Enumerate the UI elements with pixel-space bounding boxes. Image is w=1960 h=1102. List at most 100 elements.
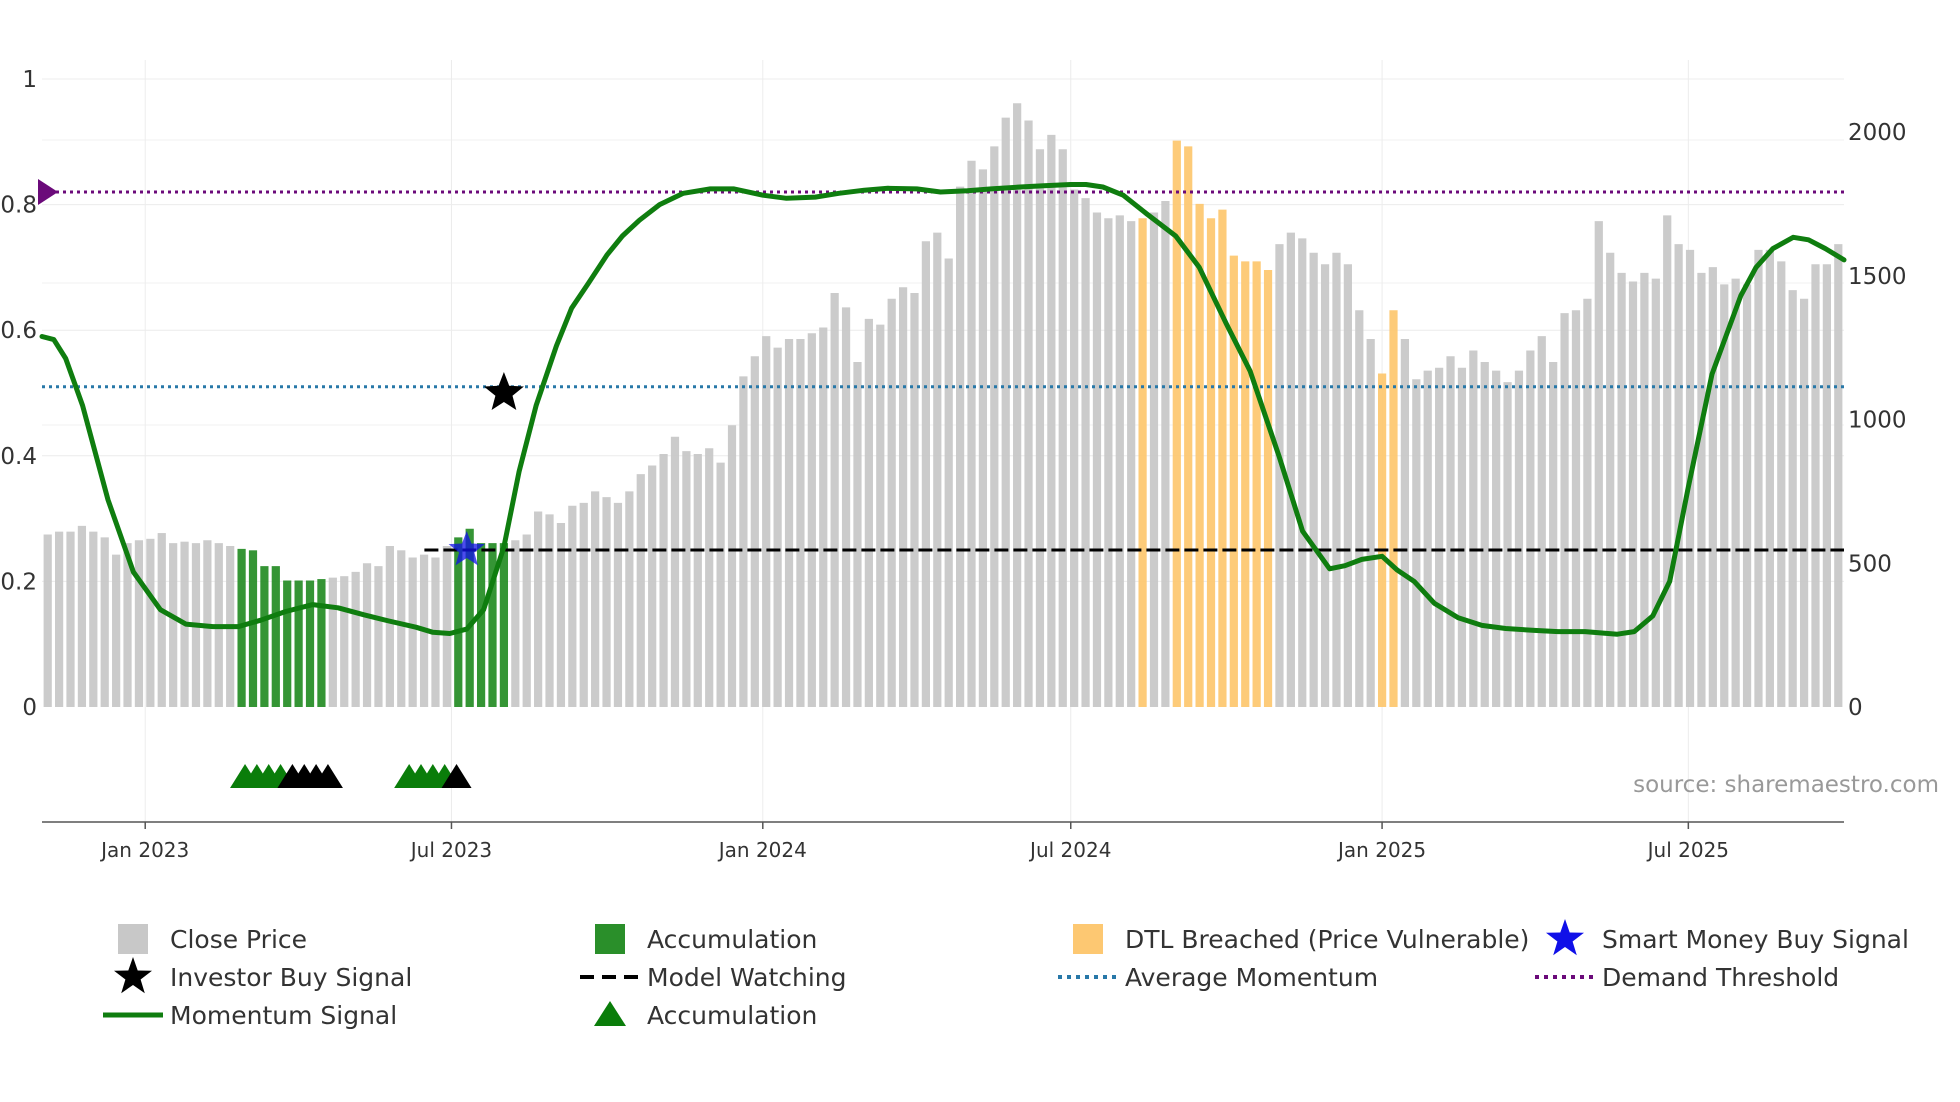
price-bar <box>898 287 908 707</box>
price-bar <box>1286 232 1295 707</box>
right-tick-label: 0 <box>1848 695 1863 721</box>
price-bar <box>1229 255 1238 707</box>
price-bar <box>408 557 417 707</box>
price-bar <box>260 566 269 707</box>
price-bar <box>1184 146 1193 707</box>
price-bar <box>1081 198 1090 707</box>
price-bar <box>1788 290 1797 707</box>
momentum-signal-line <box>39 182 1847 637</box>
price-bar <box>1275 244 1284 707</box>
price-bar <box>933 232 942 707</box>
price-bar <box>1799 298 1809 707</box>
price-bar <box>1811 264 1820 707</box>
price-bar <box>956 186 965 707</box>
price-bar <box>534 511 543 707</box>
price-bar <box>1423 370 1432 707</box>
price-bar <box>1127 221 1136 707</box>
price-bar <box>591 491 600 707</box>
price-bar <box>1446 356 1455 707</box>
price-bar <box>1172 140 1181 707</box>
price-bar <box>1606 252 1615 707</box>
left-tick-label: 1 <box>22 67 37 93</box>
left-tick-label: 0.2 <box>0 569 37 595</box>
left-tick-label: 0.8 <box>0 193 37 219</box>
price-bar <box>1765 249 1774 707</box>
accumulation-triangle <box>312 764 343 788</box>
price-bar <box>1035 149 1045 707</box>
price-bar <box>123 543 132 707</box>
price-bar <box>374 566 383 707</box>
price-bar <box>385 546 394 707</box>
price-bar <box>967 160 976 707</box>
price-bar <box>1263 270 1273 707</box>
price-bar <box>1161 201 1170 707</box>
price-bar <box>454 537 463 707</box>
price-bar <box>1777 261 1786 707</box>
price-bars <box>43 103 1843 707</box>
price-bar <box>864 318 873 707</box>
x-tick-label: Jan 2025 <box>1336 838 1426 862</box>
legend-swatch-dtl <box>1073 924 1103 954</box>
price-bar <box>112 554 121 707</box>
price-bar <box>1332 252 1341 707</box>
price-bar <box>1138 218 1147 707</box>
price-bar <box>1024 120 1033 707</box>
price-bar <box>1731 278 1740 707</box>
price-bar <box>648 465 657 707</box>
price-bar <box>1001 117 1010 707</box>
price-bar <box>1047 134 1056 707</box>
price-bar <box>66 531 75 707</box>
price-bar <box>613 502 623 707</box>
price-bar <box>602 497 611 707</box>
right-tick-label: 1500 <box>1848 264 1907 290</box>
price-bar <box>1822 264 1831 707</box>
smart-money-buy-signal-star <box>448 531 485 566</box>
price-bar <box>910 293 919 707</box>
price-bar <box>1514 370 1524 707</box>
price-bar <box>1469 350 1478 707</box>
price-bar <box>1355 310 1364 707</box>
price-bar <box>1377 373 1387 707</box>
price-bar <box>1309 252 1318 707</box>
reference-lines <box>38 179 1844 552</box>
x-tick-label: Jan 2023 <box>99 838 189 862</box>
price-bar <box>796 339 805 707</box>
legend-label: Average Momentum <box>1125 963 1378 992</box>
price-bar <box>271 566 280 707</box>
price-bar <box>876 324 885 707</box>
price-bar <box>1241 261 1250 707</box>
price-bar <box>488 543 497 707</box>
price-bar <box>1389 310 1398 707</box>
price-bar <box>1480 362 1489 707</box>
price-bar <box>1206 218 1216 707</box>
price-bar <box>77 525 87 707</box>
price-bar <box>568 505 577 707</box>
price-bar <box>476 543 486 707</box>
price-bar <box>397 550 406 707</box>
price-bar <box>294 580 303 707</box>
price-bar <box>1651 278 1660 707</box>
x-tick-label: Jan 2024 <box>717 838 807 862</box>
price-bar <box>1104 218 1113 707</box>
price-bar <box>169 543 178 707</box>
price-bar <box>556 523 566 707</box>
legend-swatch-close <box>118 924 148 954</box>
left-tick-label: 0.4 <box>0 444 37 470</box>
axes: Jan 2023 Jul 2023 Jan 2024 Jul 2024 Jan 2025… <box>0 67 1906 862</box>
price-bar <box>921 241 930 707</box>
price-bar <box>1070 189 1079 707</box>
legend-label: Investor Buy Signal <box>170 963 412 992</box>
price-bar <box>1834 244 1843 707</box>
price-bar <box>1058 149 1067 707</box>
price-bar <box>819 327 828 707</box>
price-bar <box>351 571 360 707</box>
price-bar <box>1754 249 1763 707</box>
legend-label: Demand Threshold <box>1602 963 1839 992</box>
price-bar <box>944 258 953 707</box>
price-bar <box>362 563 372 707</box>
price-bar <box>1708 267 1717 707</box>
price-bar <box>1560 313 1569 707</box>
price-bar <box>328 577 337 707</box>
price-bar <box>1435 367 1444 707</box>
